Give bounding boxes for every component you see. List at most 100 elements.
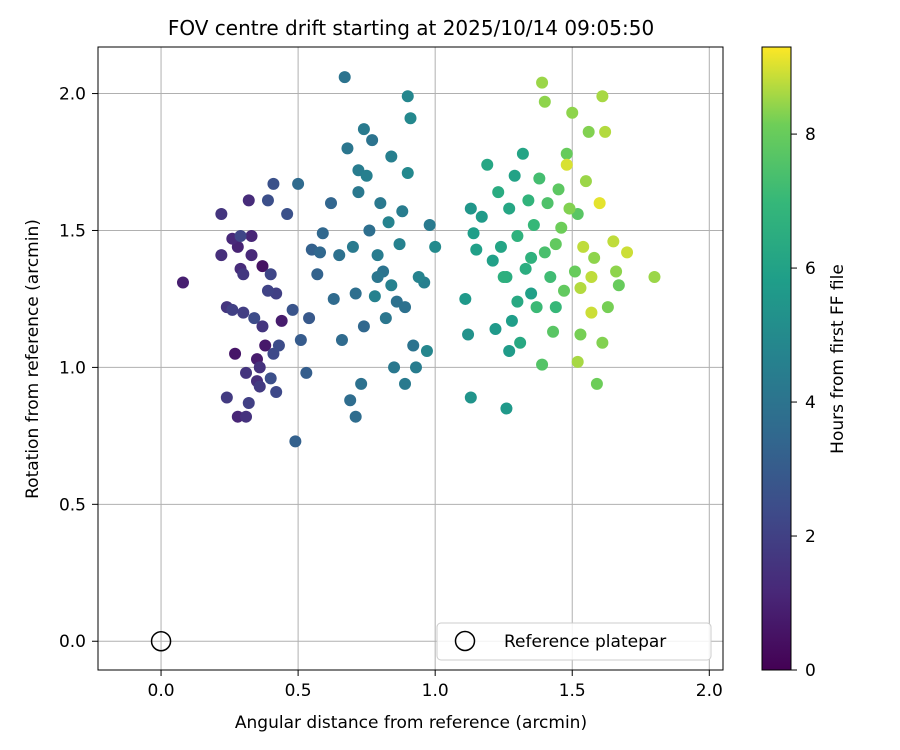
data-point — [514, 336, 527, 349]
data-point — [270, 386, 283, 399]
data-point — [601, 301, 614, 314]
data-point — [261, 284, 274, 297]
data-point — [396, 205, 409, 218]
data-point — [341, 142, 354, 155]
data-point — [588, 251, 601, 264]
x-axis-ticks: 0.0 0.5 1.0 1.5 2.0 — [148, 670, 723, 701]
data-point — [596, 336, 609, 349]
data-point — [379, 312, 392, 325]
data-point — [267, 177, 280, 190]
data-point — [574, 281, 587, 294]
data-point — [511, 295, 524, 308]
data-point — [385, 150, 398, 163]
data-point — [176, 276, 189, 289]
data-point — [467, 227, 480, 240]
data-point — [374, 197, 387, 210]
data-point — [544, 271, 557, 284]
data-point — [229, 347, 242, 360]
data-point — [571, 355, 584, 368]
data-point — [412, 271, 425, 284]
data-point — [577, 240, 590, 253]
data-point — [525, 251, 538, 264]
data-point — [429, 240, 442, 253]
data-point — [327, 292, 340, 305]
data-point — [503, 202, 516, 215]
data-point — [256, 260, 269, 273]
data-point — [237, 306, 250, 319]
data-point — [281, 208, 294, 221]
data-point — [289, 435, 302, 448]
data-point — [366, 134, 379, 147]
legend: Reference platepar — [436, 622, 712, 661]
colorbar: 0 2 4 6 8 Hours from first FF file — [761, 46, 848, 681]
colorbar-gradient — [761, 46, 792, 671]
data-point — [519, 262, 532, 275]
legend-label-reference: Reference platepar — [504, 632, 666, 652]
data-point — [399, 301, 412, 314]
data-point — [459, 292, 472, 305]
y-tick-label: 1.0 — [59, 358, 86, 378]
data-point — [599, 125, 612, 138]
data-point — [470, 243, 483, 256]
data-point — [245, 249, 258, 262]
data-point — [357, 123, 370, 136]
data-point — [399, 377, 412, 390]
data-point — [264, 268, 277, 281]
data-point — [409, 361, 422, 374]
data-point — [253, 361, 266, 374]
data-point — [420, 344, 433, 357]
data-point — [242, 397, 255, 409]
data-point — [240, 366, 253, 379]
colorbar-tick-label: 0 — [805, 661, 816, 681]
data-point — [527, 219, 540, 231]
data-point — [503, 344, 516, 357]
x-tick-label: 1.0 — [422, 681, 449, 701]
x-tick-label: 2.0 — [696, 681, 723, 701]
data-point — [360, 169, 373, 182]
data-point — [215, 249, 228, 262]
data-point — [489, 323, 502, 336]
data-point — [555, 221, 568, 234]
data-point — [355, 377, 368, 390]
data-point — [481, 158, 494, 171]
data-point — [404, 112, 417, 125]
data-point — [272, 339, 285, 352]
data-point — [610, 265, 623, 278]
data-point — [497, 271, 510, 284]
data-point — [475, 210, 488, 223]
data-point — [325, 197, 338, 210]
data-point — [245, 229, 258, 242]
data-point — [253, 380, 266, 393]
data-point — [563, 202, 576, 215]
x-tick-label: 0.5 — [285, 681, 312, 701]
data-point — [303, 312, 316, 325]
colorbar-label: Hours from first FF file — [828, 264, 848, 454]
data-point — [511, 229, 524, 242]
data-point — [294, 334, 307, 347]
data-point — [464, 391, 477, 404]
data-point — [401, 90, 414, 103]
data-point — [530, 301, 543, 314]
data-point — [525, 287, 538, 300]
data-point — [621, 246, 634, 259]
data-point — [516, 147, 529, 160]
data-point — [560, 147, 573, 160]
data-point — [385, 279, 398, 292]
data-point — [585, 271, 598, 284]
data-point — [549, 238, 562, 251]
data-point — [464, 202, 477, 215]
data-point — [505, 314, 518, 327]
data-point — [596, 90, 609, 103]
data-point — [220, 391, 233, 404]
data-point — [237, 268, 250, 281]
data-point — [333, 249, 346, 262]
data-point — [363, 224, 376, 237]
data-point — [338, 71, 351, 84]
y-tick-label: 0.5 — [59, 495, 86, 515]
data-point — [371, 271, 384, 284]
data-point — [568, 265, 581, 278]
data-point — [547, 325, 560, 338]
chart-title: FOV centre drift starting at 2025/10/14 … — [168, 16, 654, 40]
colorbar-tick-label: 6 — [805, 259, 816, 279]
